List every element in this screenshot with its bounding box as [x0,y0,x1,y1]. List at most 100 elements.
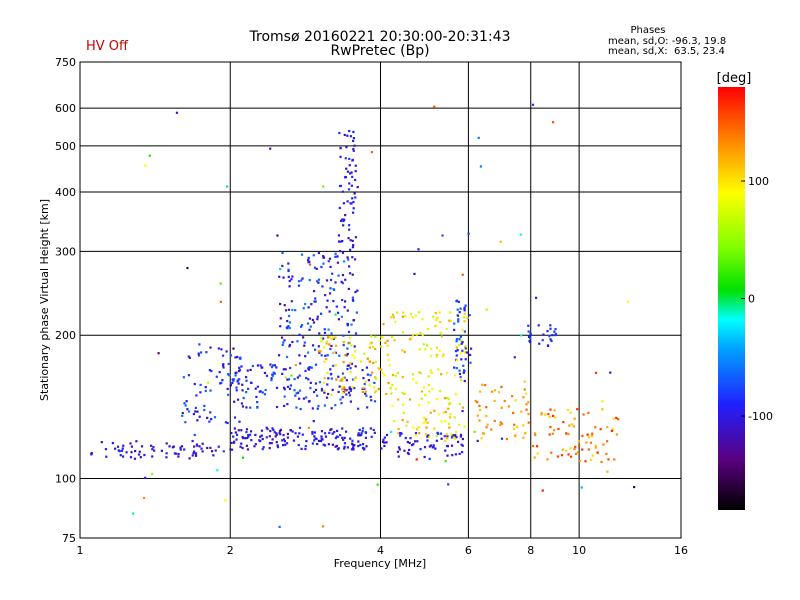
data-point [133,457,137,460]
data-point [491,390,494,393]
data-point [353,379,356,382]
data-point [601,400,604,403]
data-point [346,170,350,173]
data-point [445,433,448,436]
data-point [230,431,233,435]
data-point [241,389,244,392]
data-point [348,164,351,167]
data-point [240,429,243,432]
data-point [426,327,430,331]
data-point [562,421,565,424]
data-point [613,458,616,461]
data-point [219,282,222,285]
data-point [401,349,404,352]
data-point [341,391,344,395]
data-point [357,434,360,437]
data-point [377,367,380,370]
data-point [144,476,147,479]
data-point [289,366,292,370]
data-point [500,422,504,425]
data-point [380,447,383,450]
data-point [144,164,147,167]
data-point [320,387,324,391]
data-point [232,378,235,381]
data-point [369,374,372,377]
data-point [349,362,352,365]
data-point [556,455,560,458]
data-point [330,377,333,380]
y-tick-label: 750 [55,56,76,69]
data-point [387,381,390,385]
data-point [348,387,351,391]
data-point [209,411,212,414]
data-point [289,384,293,387]
data-point [463,351,466,354]
data-point [601,408,604,411]
data-point [335,429,339,432]
data-point [422,421,425,424]
data-point [339,155,342,158]
data-point [452,436,456,439]
data-point [478,419,481,422]
data-point [514,434,517,437]
data-point [261,366,264,369]
data-point [587,448,590,451]
data-point [238,378,241,381]
data-point [339,219,343,222]
data-point [343,386,346,389]
data-point [334,364,337,367]
data-point [222,363,225,366]
data-point [323,404,326,407]
data-point [278,432,281,435]
data-point [444,439,447,442]
data-point [505,437,508,441]
data-point [193,433,196,437]
data-point [281,264,284,268]
data-point [533,432,537,435]
data-point [244,437,247,440]
data-point [347,364,351,367]
data-point [318,381,322,384]
data-point [409,437,412,440]
data-point [522,424,525,427]
data-point [240,442,243,445]
data-point [194,406,197,409]
data-point [336,311,340,314]
data-point [151,455,154,458]
data-point [561,448,565,451]
data-point [463,425,466,428]
data-point [312,321,316,324]
data-point [513,356,516,359]
data-point [430,347,433,350]
data-point [394,374,397,378]
colorbar-unit: [deg] [717,71,752,86]
data-point [591,432,594,435]
data-point [179,448,182,451]
data-point [436,398,439,401]
data-point [328,292,332,295]
data-point [132,512,135,515]
data-point [615,433,618,436]
data-point [417,248,420,251]
data-point [520,334,523,337]
data-point [615,416,618,420]
data-point [219,300,222,303]
data-point [606,470,609,473]
data-point [232,435,235,438]
data-point [359,433,363,437]
data-point [306,351,310,354]
data-point [338,131,341,135]
data-point [529,332,532,335]
data-point [313,300,316,303]
data-point [279,433,282,436]
data-point [338,385,341,388]
data-point [549,425,552,429]
data-point [268,442,271,445]
data-point [418,432,421,435]
data-point [245,391,248,394]
data-point [246,436,249,440]
data-point [307,400,311,403]
data-point [423,455,426,459]
data-point [314,382,318,385]
data-point [321,438,324,441]
